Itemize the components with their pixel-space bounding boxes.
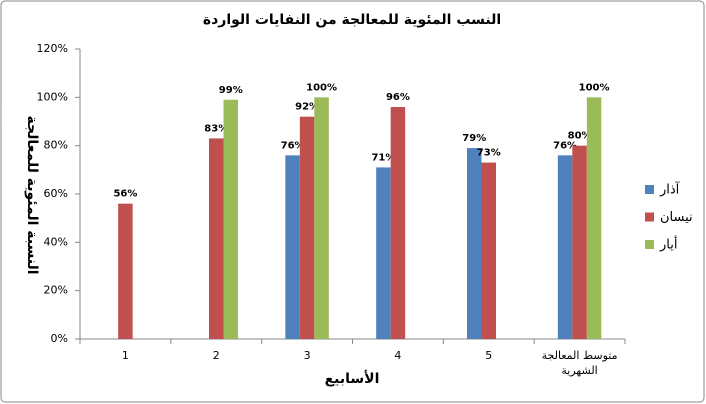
bar bbox=[572, 145, 587, 339]
x-tick-label: 3 bbox=[303, 349, 311, 362]
legend-label: أيار bbox=[659, 236, 677, 253]
legend-swatch bbox=[645, 185, 654, 194]
y-tick-label: 60% bbox=[44, 187, 68, 200]
legend-label: نيسان bbox=[660, 210, 693, 225]
value-label: 56% bbox=[113, 189, 137, 200]
bar bbox=[299, 116, 315, 340]
bar bbox=[467, 148, 482, 339]
legend-swatch bbox=[645, 212, 654, 222]
bar bbox=[557, 155, 573, 339]
x-tick-label: 5 bbox=[485, 349, 493, 362]
x-tick-label: متوسط المعالجة الشهرية bbox=[541, 349, 618, 377]
y-tick-label: 0% bbox=[51, 332, 68, 345]
y-tick-label: 120% bbox=[37, 42, 68, 55]
value-label: 92% bbox=[295, 102, 319, 113]
y-tick-label: 100% bbox=[37, 90, 68, 103]
chart-title: النسب المئوية للمعالجة من النفايات الوار… bbox=[203, 12, 501, 28]
bar bbox=[118, 203, 133, 339]
bar bbox=[209, 138, 224, 339]
value-label: 96% bbox=[386, 92, 410, 103]
value-label: 76% bbox=[281, 140, 305, 151]
bar bbox=[390, 107, 406, 339]
bar bbox=[314, 97, 329, 339]
value-label: 100% bbox=[579, 82, 610, 93]
value-label: 73% bbox=[477, 148, 501, 159]
bar bbox=[376, 167, 391, 339]
x-tick-label: 1 bbox=[121, 349, 129, 362]
x-tick-label: 2 bbox=[212, 349, 220, 362]
value-label: 71% bbox=[371, 152, 395, 163]
legend-swatch bbox=[645, 240, 654, 249]
value-label: 79% bbox=[462, 133, 486, 144]
legend-label: آذار bbox=[659, 181, 681, 198]
y-tick-label: 40% bbox=[44, 235, 68, 248]
bar bbox=[481, 162, 496, 339]
y-axis-title: النسبة المئوية للمعالجة bbox=[24, 115, 40, 274]
value-label: 100% bbox=[306, 82, 337, 93]
value-label: 83% bbox=[204, 123, 228, 134]
value-label: 99% bbox=[219, 85, 243, 96]
bar bbox=[586, 97, 602, 339]
y-tick-label: 80% bbox=[44, 139, 68, 152]
x-tick-label: 4 bbox=[394, 349, 402, 362]
bar bbox=[285, 155, 300, 339]
value-label: 76% bbox=[553, 140, 577, 151]
y-tick-label: 20% bbox=[44, 284, 68, 297]
value-label: 80% bbox=[568, 131, 592, 142]
x-axis-title: الأسابيع bbox=[325, 370, 380, 387]
bar bbox=[223, 99, 238, 339]
